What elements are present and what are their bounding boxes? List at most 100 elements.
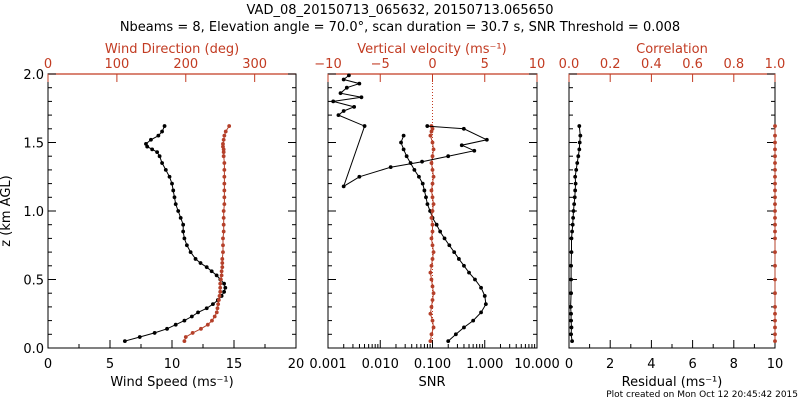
data-point	[222, 161, 227, 165]
y-tick-label: 2.0	[23, 68, 44, 83]
data-point	[773, 277, 777, 282]
correlation-axis-label: Correlation	[636, 42, 708, 57]
data-point	[773, 168, 777, 172]
data-point	[216, 298, 221, 302]
data-point	[216, 302, 221, 307]
data-point	[773, 124, 777, 128]
data-point	[190, 331, 195, 335]
data-point	[188, 250, 193, 255]
data-point	[773, 195, 777, 200]
footer-timestamp: Plot created on Mon Oct 12 20:45:42 2015	[606, 390, 798, 400]
data-point	[362, 124, 367, 128]
data-point	[173, 202, 178, 207]
data-point	[773, 215, 777, 220]
data-point	[359, 95, 364, 100]
data-point	[569, 277, 573, 282]
data-point	[570, 339, 574, 344]
top-x-tick-label: 0.2	[600, 57, 621, 72]
data-point	[429, 277, 434, 282]
data-point	[430, 154, 435, 159]
data-point	[165, 326, 169, 331]
data-point	[182, 318, 187, 323]
data-point	[430, 181, 435, 186]
data-point	[461, 126, 466, 131]
data-point	[431, 202, 436, 207]
data-point	[569, 250, 574, 255]
data-point	[773, 229, 777, 234]
data-point	[452, 250, 457, 255]
top-x-tick-label: 300	[242, 57, 267, 72]
data-point	[428, 311, 433, 316]
data-point	[431, 174, 436, 179]
data-point	[569, 311, 573, 316]
data-point	[219, 269, 224, 274]
data-point	[438, 229, 443, 234]
data-point	[122, 339, 127, 344]
data-point	[222, 133, 227, 138]
data-point	[459, 143, 464, 148]
data-point	[431, 250, 436, 255]
data-point	[773, 291, 777, 296]
data-point	[199, 326, 203, 331]
x-tick-label: 15	[226, 357, 243, 372]
x-tick-label: 6	[688, 357, 696, 372]
series-line-2-0	[570, 126, 581, 342]
data-point	[483, 302, 488, 307]
data-point	[446, 339, 451, 344]
data-point	[571, 209, 576, 213]
data-point	[429, 305, 434, 309]
data-point	[150, 147, 155, 152]
data-point	[211, 302, 215, 307]
data-point	[431, 325, 436, 330]
data-point	[222, 181, 227, 186]
data-point	[399, 140, 403, 145]
title-line-1: VAD_08_20150713_065632, 20150713.065650	[247, 3, 554, 18]
data-point	[417, 174, 421, 179]
data-point	[222, 281, 226, 286]
data-point	[773, 339, 777, 344]
data-point	[401, 133, 406, 138]
residual-axis-label: Residual (ms⁻¹)	[622, 375, 723, 390]
data-point	[214, 273, 219, 278]
data-point	[212, 314, 217, 319]
data-point	[183, 335, 188, 339]
data-point	[221, 137, 226, 142]
data-point	[221, 209, 226, 213]
data-point	[209, 269, 214, 274]
data-point	[773, 263, 777, 268]
data-point	[471, 318, 476, 323]
data-point	[221, 236, 225, 241]
data-point	[573, 181, 578, 186]
data-point	[160, 161, 164, 165]
data-point	[484, 137, 489, 142]
data-point	[184, 243, 189, 248]
data-point	[472, 148, 477, 153]
data-point	[193, 257, 198, 261]
data-point	[204, 306, 209, 311]
data-point	[569, 318, 573, 323]
data-point	[569, 263, 573, 268]
top-x-tick-label: 0.4	[641, 57, 662, 72]
data-point	[773, 250, 777, 255]
residual-panel-frame	[568, 73, 776, 349]
x-tick-label: 8	[730, 357, 738, 372]
data-point	[221, 144, 225, 149]
data-point	[773, 147, 777, 152]
top-x-tick-label: 0.6	[682, 57, 703, 72]
data-point	[214, 310, 219, 315]
x-tick-label: 10	[164, 357, 181, 372]
x-tick-label: 2	[606, 357, 614, 372]
data-point	[434, 222, 439, 227]
y-tick-label: 1.5	[23, 137, 44, 152]
data-point	[773, 332, 777, 337]
series-line-0-0	[124, 125, 226, 342]
x-tick-label: 5	[106, 357, 114, 372]
data-point	[204, 265, 209, 270]
data-point	[571, 215, 576, 220]
data-point	[341, 184, 346, 189]
data-point	[172, 195, 177, 200]
data-point	[221, 150, 226, 154]
data-point	[181, 222, 186, 227]
data-point	[430, 222, 435, 227]
